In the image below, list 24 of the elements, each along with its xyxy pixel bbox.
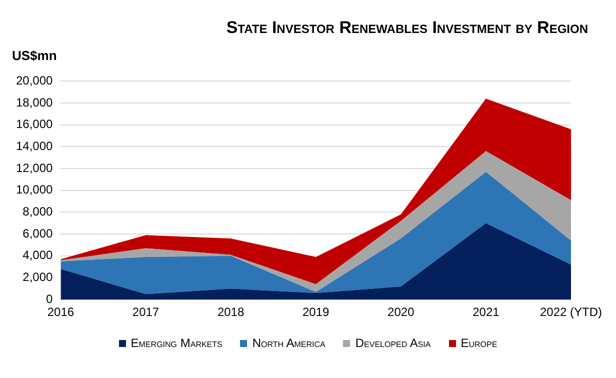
y-tick-label: 6,000 bbox=[22, 226, 54, 240]
y-tick-label: 12,000 bbox=[16, 160, 54, 175]
y-tick-label: 14,000 bbox=[16, 139, 54, 154]
legend-label: Developed Asia bbox=[355, 336, 431, 350]
y-tick-label: 4,000 bbox=[22, 248, 54, 262]
y-tick-label: 0 bbox=[46, 292, 54, 306]
x-tick-label: 2019 bbox=[302, 305, 330, 320]
y-axis-title: US$mn bbox=[12, 48, 58, 65]
x-tick-label: 2021 bbox=[472, 305, 500, 320]
legend-label: Emerging Markets bbox=[130, 336, 222, 350]
y-tick-label: 16,000 bbox=[16, 117, 54, 132]
x-tick-label: 2016 bbox=[47, 305, 74, 320]
legend-label: North America bbox=[252, 336, 326, 350]
chart-title: State Investor Renewables Investment by Region bbox=[225, 17, 589, 39]
legend-label: Europe bbox=[460, 336, 498, 350]
y-tick-label: 8,000 bbox=[22, 204, 54, 219]
x-tick-label: 2017 bbox=[132, 305, 160, 320]
x-tick-label: 2018 bbox=[217, 305, 244, 320]
y-tick-label: 10,000 bbox=[16, 182, 54, 197]
x-tick-label: 2022 (YTD) bbox=[540, 305, 602, 320]
x-tick-label: 2020 bbox=[388, 305, 415, 320]
y-tick-label: 20,000 bbox=[16, 74, 54, 88]
y-tick-label: 2,000 bbox=[22, 270, 54, 284]
y-tick-label: 18,000 bbox=[16, 95, 54, 110]
